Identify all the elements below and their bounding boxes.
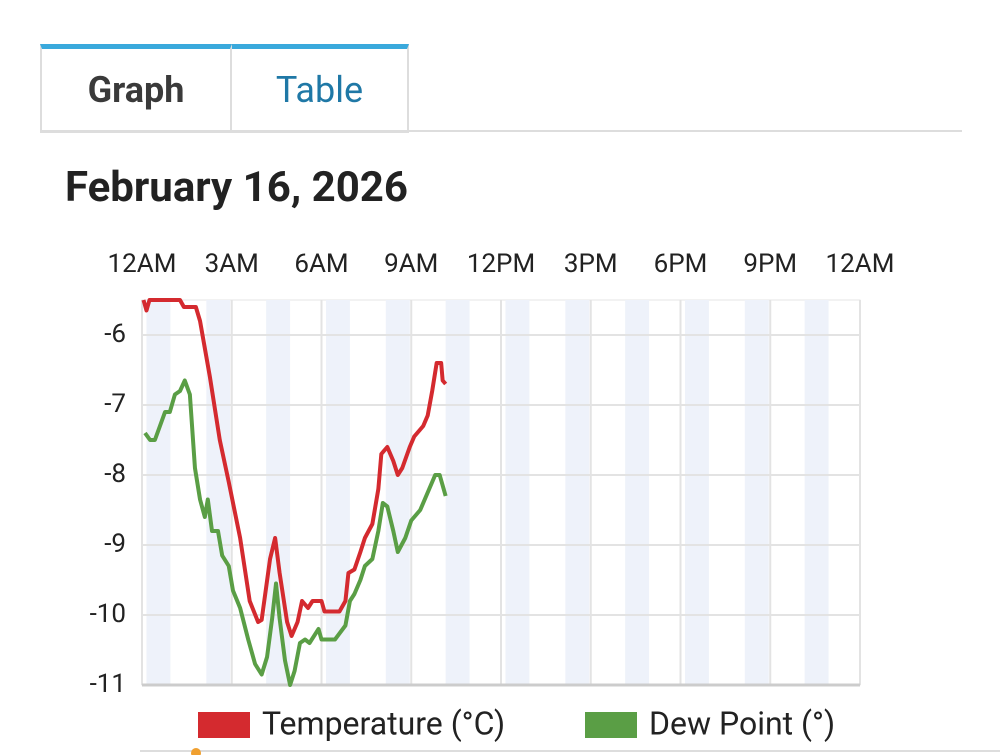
legend-label: Temperature (°C) [262,704,505,742]
tab-bar: Graph Table [40,44,409,133]
series-line [143,378,448,687]
x-tick-label: 12PM [467,249,535,279]
marker [191,748,201,755]
x-tick-label: 3PM [564,249,618,279]
hour-band [146,300,171,685]
x-tick-label: 9PM [743,249,797,279]
x-tick-label: 6PM [654,249,708,279]
hour-band [206,300,231,685]
x-tick-label: 12AM [108,249,177,279]
x-tick-label: 9AM [384,249,438,279]
y-tick-label: -6 [104,319,126,349]
chart-title: February 16, 2026 [65,163,408,212]
y-tick-label: -8 [104,459,126,489]
legend-label: Dew Point (°) [649,704,835,742]
y-tick-label: -10 [90,599,126,629]
hour-band [445,300,470,685]
y-tick-label: -9 [104,529,126,559]
hour-band [266,300,291,685]
y-tick-label: -11 [90,669,126,699]
legend-swatch [585,712,637,738]
hour-band [625,300,650,685]
hour-band [385,300,410,685]
legend-swatch [198,712,250,738]
series-line [141,298,448,638]
hour-band [505,300,530,685]
divider [40,130,962,132]
hour-band [325,300,350,685]
x-tick-label: 3AM [205,249,259,279]
y-tick-label: -7 [104,389,126,419]
x-tick-label: 12AM [826,249,895,279]
hour-band [565,300,590,685]
tab[interactable]: Graph [40,44,232,133]
hour-band [804,300,829,685]
hour-band [744,300,769,685]
x-tick-label: 6AM [294,249,348,279]
tab[interactable]: Table [232,44,409,133]
hour-band [684,300,709,685]
